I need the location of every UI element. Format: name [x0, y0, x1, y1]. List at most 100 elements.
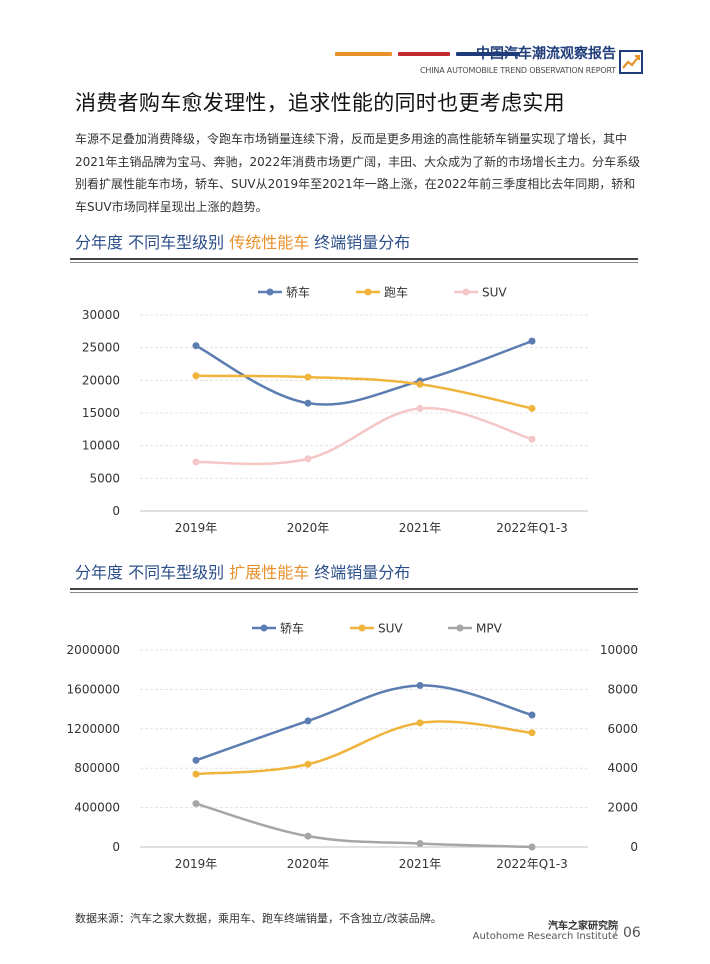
chart2-legend-label: 轿车	[280, 621, 304, 636]
chart1-legend-swatch-marker	[462, 288, 470, 296]
chart2-title: 分年度 不同车型级别 扩展性能车 终端销量分布	[75, 559, 410, 583]
chart1-rule-bottom	[70, 262, 638, 263]
institute-name-cn: 汽车之家研究院	[548, 921, 618, 932]
chart2-y-right-tick-label: 0	[630, 840, 638, 854]
report-subtitle: CHINA AUTOMOBILE TREND OBSERVATION REPOR…	[420, 66, 616, 75]
chart2-legend-label: MPV	[476, 622, 503, 636]
chart2-data-point	[528, 729, 536, 737]
chart1-data-point	[528, 404, 536, 412]
chart1-y-tick-label: 5000	[89, 471, 120, 485]
chart1-series-line-2	[195, 406, 533, 466]
chart1-data-point	[304, 399, 312, 407]
chart1-title-highlight: 传统性能车	[229, 233, 310, 252]
chart1-legend-item-1: 跑车	[356, 285, 408, 300]
chart1-y-tick-label: 30000	[82, 308, 120, 322]
chart2-legend-swatch-marker	[260, 624, 268, 632]
chart2-title-part-c: 终端销量分布	[309, 563, 411, 582]
trend-chart-icon	[619, 50, 643, 74]
chart1-series-line-1	[195, 374, 533, 410]
header-bar-orange	[335, 52, 392, 56]
chart2-x-tick-label: 2020年	[287, 857, 330, 871]
chart1-y-tick-label: 20000	[82, 373, 120, 387]
page-number-slash: /	[613, 922, 619, 941]
chart2-title-highlight: 扩展性能车	[229, 563, 310, 582]
chart2-data-point	[192, 756, 200, 764]
page-number: 06	[623, 925, 641, 941]
chart2-legend-swatch-marker	[358, 624, 366, 632]
chart1-data-point	[528, 435, 536, 443]
chart1-y-tick-label: 0	[112, 504, 120, 518]
chart1-data-point	[304, 455, 312, 463]
chart2-y-tick-label: 0	[112, 840, 120, 854]
chart1-y-tick-label: 25000	[82, 341, 120, 355]
chart1-data-point	[416, 404, 424, 412]
chart1-legend-label: 跑车	[384, 285, 408, 300]
report-title: 中国汽车潮流观察报告	[476, 46, 616, 62]
chart2-y-right-tick-label: 2000	[607, 801, 638, 815]
chart2-data-point	[192, 770, 200, 778]
chart2-legend-swatch-marker	[456, 624, 464, 632]
chart2-data-point	[416, 719, 424, 727]
chart2-data-point	[192, 800, 200, 808]
chart1-svg: 0 5000 10000 15000 20000 25000 30000 2019年 2020年…	[82, 285, 588, 535]
chart2-series-line-2	[195, 802, 533, 849]
chart1-x-tick-label: 2019年	[175, 521, 218, 535]
chart1-x-tick-label: 2022年Q1-3	[496, 521, 568, 535]
chart1-data-point	[192, 342, 200, 350]
chart2-y-tick-label: 400000	[74, 801, 120, 815]
chart1-legend-item-0: 轿车	[258, 285, 310, 300]
chart1-title-part-a: 分年度 不同车型级别	[75, 233, 230, 252]
chart2-legend-item-1: SUV	[350, 622, 403, 636]
chart1-title-part-c: 终端销量分布	[309, 233, 411, 252]
chart2-y-right-tick-label: 10000	[600, 643, 638, 657]
chart1-data-point	[192, 458, 200, 466]
chart1-data-point	[416, 380, 424, 388]
chart2-y-tick-label: 800000	[74, 761, 120, 775]
chart1-legend-item-2: SUV	[454, 286, 507, 300]
header-bar-red	[398, 52, 450, 56]
header-color-bars	[335, 52, 520, 57]
chart1-legend-label: 轿车	[286, 285, 310, 300]
chart2-svg: 0 400000 800000 1200000 1600000 2000000 0 2000 4…	[67, 621, 638, 872]
chart2-y-right-tick-label: 6000	[607, 722, 638, 736]
chart2-data-point	[416, 681, 424, 689]
chart2-rule-bottom	[70, 592, 638, 593]
chart2-series-line-1	[195, 720, 533, 776]
chart2-x-tick-label: 2022年Q1-3	[496, 857, 568, 871]
chart2-legend-item-2: MPV	[448, 622, 503, 636]
chart2-y-right-tick-label: 8000	[607, 682, 638, 696]
header-bar-blue	[456, 52, 520, 56]
chart2-data-point	[528, 711, 536, 719]
chart2-x-tick-label: 2021年	[399, 857, 442, 871]
chart1-title: 分年度 不同车型级别 传统性能车 终端销量分布	[75, 229, 410, 253]
chart1-x-tick-label: 2021年	[399, 521, 442, 535]
chart1-rule-top	[70, 258, 638, 260]
chart2-y-tick-label: 1200000	[67, 722, 120, 736]
institute-name-en: Autohome Research Institute	[472, 931, 618, 942]
chart2-rule-top	[70, 588, 638, 590]
chart1-legend-swatch-marker	[364, 288, 372, 296]
chart2-data-point	[304, 760, 312, 768]
page-title: 消费者购车愈发理性，追求性能的同时也更考虑实用	[75, 91, 565, 115]
chart2-data-point	[528, 843, 536, 851]
chart2-legend-item-0: 轿车	[252, 621, 304, 636]
chart2-x-tick-label: 2019年	[175, 857, 218, 871]
chart1-legend-swatch-marker	[266, 288, 274, 296]
chart1-y-tick-label: 15000	[82, 406, 120, 420]
chart2-y-tick-label: 2000000	[67, 643, 120, 657]
chart1-y-tick-label: 10000	[82, 439, 120, 453]
chart2-y-tick-label: 1600000	[67, 682, 120, 696]
chart2-data-point	[304, 717, 312, 725]
chart2-y-right-tick-label: 4000	[607, 761, 638, 775]
chart1-x-tick-label: 2020年	[287, 521, 330, 535]
chart2-data-point	[304, 832, 312, 840]
chart1-data-point	[192, 372, 200, 380]
chart1-data-point	[304, 373, 312, 381]
chart1-series-line-0	[195, 339, 533, 406]
chart2-data-point	[416, 840, 424, 848]
intro-paragraph: 车源不足叠加消费降级，令跑车市场销量连续下滑，反而是更多用途的高性能轿车销量实现…	[75, 132, 641, 214]
chart1-legend-label: SUV	[482, 286, 507, 300]
chart2-legend-label: SUV	[378, 622, 403, 636]
chart2-title-part-a: 分年度 不同车型级别	[75, 563, 230, 582]
chart2-series-line-0	[195, 684, 533, 762]
